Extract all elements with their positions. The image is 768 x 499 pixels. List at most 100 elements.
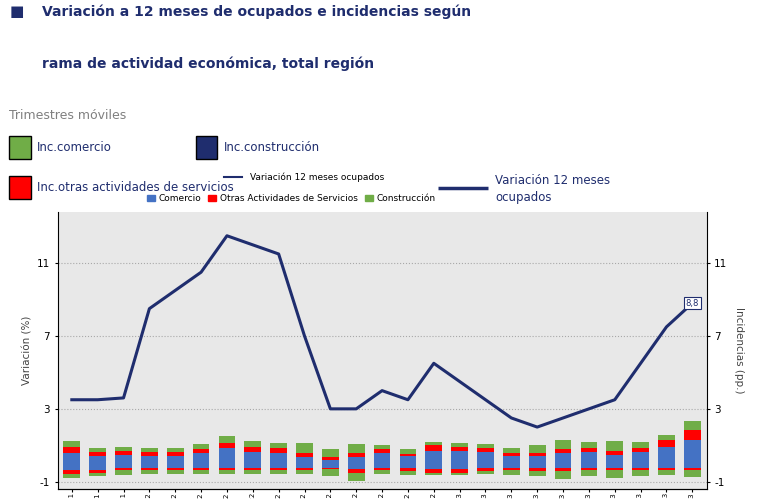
Bar — [607, 455, 623, 464]
Bar — [374, 454, 390, 464]
Bar — [89, 449, 106, 452]
Bar — [64, 454, 80, 464]
Y-axis label: Variación (%): Variación (%) — [22, 316, 32, 385]
Bar — [452, 473, 468, 476]
Bar — [270, 464, 287, 468]
Bar — [503, 470, 520, 475]
Bar — [64, 447, 80, 454]
Bar — [348, 457, 365, 464]
Bar — [374, 445, 390, 450]
Bar — [503, 453, 520, 456]
Bar — [399, 464, 416, 468]
Bar — [115, 470, 132, 475]
Bar — [658, 435, 675, 440]
FancyBboxPatch shape — [9, 176, 31, 199]
Bar — [581, 442, 598, 448]
Bar — [374, 470, 390, 474]
Bar — [89, 473, 106, 476]
Bar — [193, 468, 210, 470]
Bar — [658, 470, 675, 475]
Bar — [581, 464, 598, 468]
Bar — [684, 421, 700, 430]
Bar — [658, 440, 675, 447]
Bar — [167, 448, 184, 452]
Bar — [115, 464, 132, 468]
Y-axis label: Incidencias (pp.): Incidencias (pp.) — [734, 307, 744, 394]
Bar — [167, 452, 184, 456]
Bar — [607, 451, 623, 455]
Bar — [503, 448, 520, 453]
Text: Inc.construcción: Inc.construcción — [224, 141, 320, 154]
Bar — [529, 456, 545, 464]
Bar — [193, 454, 210, 464]
Bar — [322, 457, 339, 460]
Bar — [554, 464, 571, 468]
Text: ■: ■ — [9, 4, 24, 19]
Bar — [554, 440, 571, 449]
Bar — [684, 464, 700, 468]
Bar — [658, 447, 675, 464]
Bar — [115, 468, 132, 470]
Bar — [503, 456, 520, 464]
Bar — [632, 442, 649, 448]
Text: ocupados: ocupados — [495, 191, 552, 204]
Bar — [477, 464, 494, 468]
Legend: Comercio, Otras Actividades de Servicios, Construcción: Comercio, Otras Actividades de Servicios… — [147, 195, 436, 204]
Bar — [348, 464, 365, 470]
Bar — [477, 448, 494, 452]
Bar — [167, 464, 184, 468]
Bar — [244, 447, 261, 452]
Bar — [452, 443, 468, 447]
Bar — [607, 470, 623, 479]
Bar — [64, 464, 80, 471]
Bar — [452, 451, 468, 464]
Bar — [399, 471, 416, 475]
Bar — [374, 450, 390, 454]
Bar — [529, 471, 545, 476]
Bar — [399, 468, 416, 471]
Bar — [219, 443, 235, 448]
Bar — [167, 468, 184, 470]
Text: Inc.comercio: Inc.comercio — [37, 141, 111, 154]
Bar — [607, 468, 623, 470]
Bar — [684, 470, 700, 477]
Bar — [374, 468, 390, 470]
Bar — [658, 464, 675, 468]
Bar — [632, 470, 649, 476]
Bar — [477, 444, 494, 448]
Bar — [141, 468, 157, 470]
Bar — [503, 468, 520, 470]
Bar — [296, 457, 313, 464]
FancyBboxPatch shape — [196, 136, 217, 159]
Bar — [581, 448, 598, 452]
Bar — [89, 471, 106, 473]
Bar — [399, 449, 416, 454]
Bar — [141, 452, 157, 456]
Bar — [219, 464, 235, 468]
Bar — [141, 456, 157, 464]
Bar — [167, 470, 184, 474]
Bar — [554, 468, 571, 471]
Bar — [684, 468, 700, 470]
Bar — [193, 449, 210, 454]
Bar — [64, 441, 80, 447]
Text: Variación 12 meses: Variación 12 meses — [495, 174, 611, 187]
Bar — [193, 464, 210, 468]
Bar — [425, 445, 442, 451]
Bar — [581, 470, 598, 476]
Bar — [270, 444, 287, 448]
Text: Trimestres móviles: Trimestres móviles — [9, 109, 127, 122]
Bar — [322, 464, 339, 468]
Bar — [244, 464, 261, 468]
Bar — [632, 448, 649, 452]
Bar — [219, 470, 235, 474]
Bar — [452, 447, 468, 451]
Bar — [399, 456, 416, 464]
Bar — [658, 468, 675, 470]
Bar — [581, 452, 598, 464]
Bar — [89, 464, 106, 471]
Bar — [219, 448, 235, 464]
Bar — [244, 441, 261, 447]
Bar — [141, 448, 157, 452]
Bar — [632, 468, 649, 470]
